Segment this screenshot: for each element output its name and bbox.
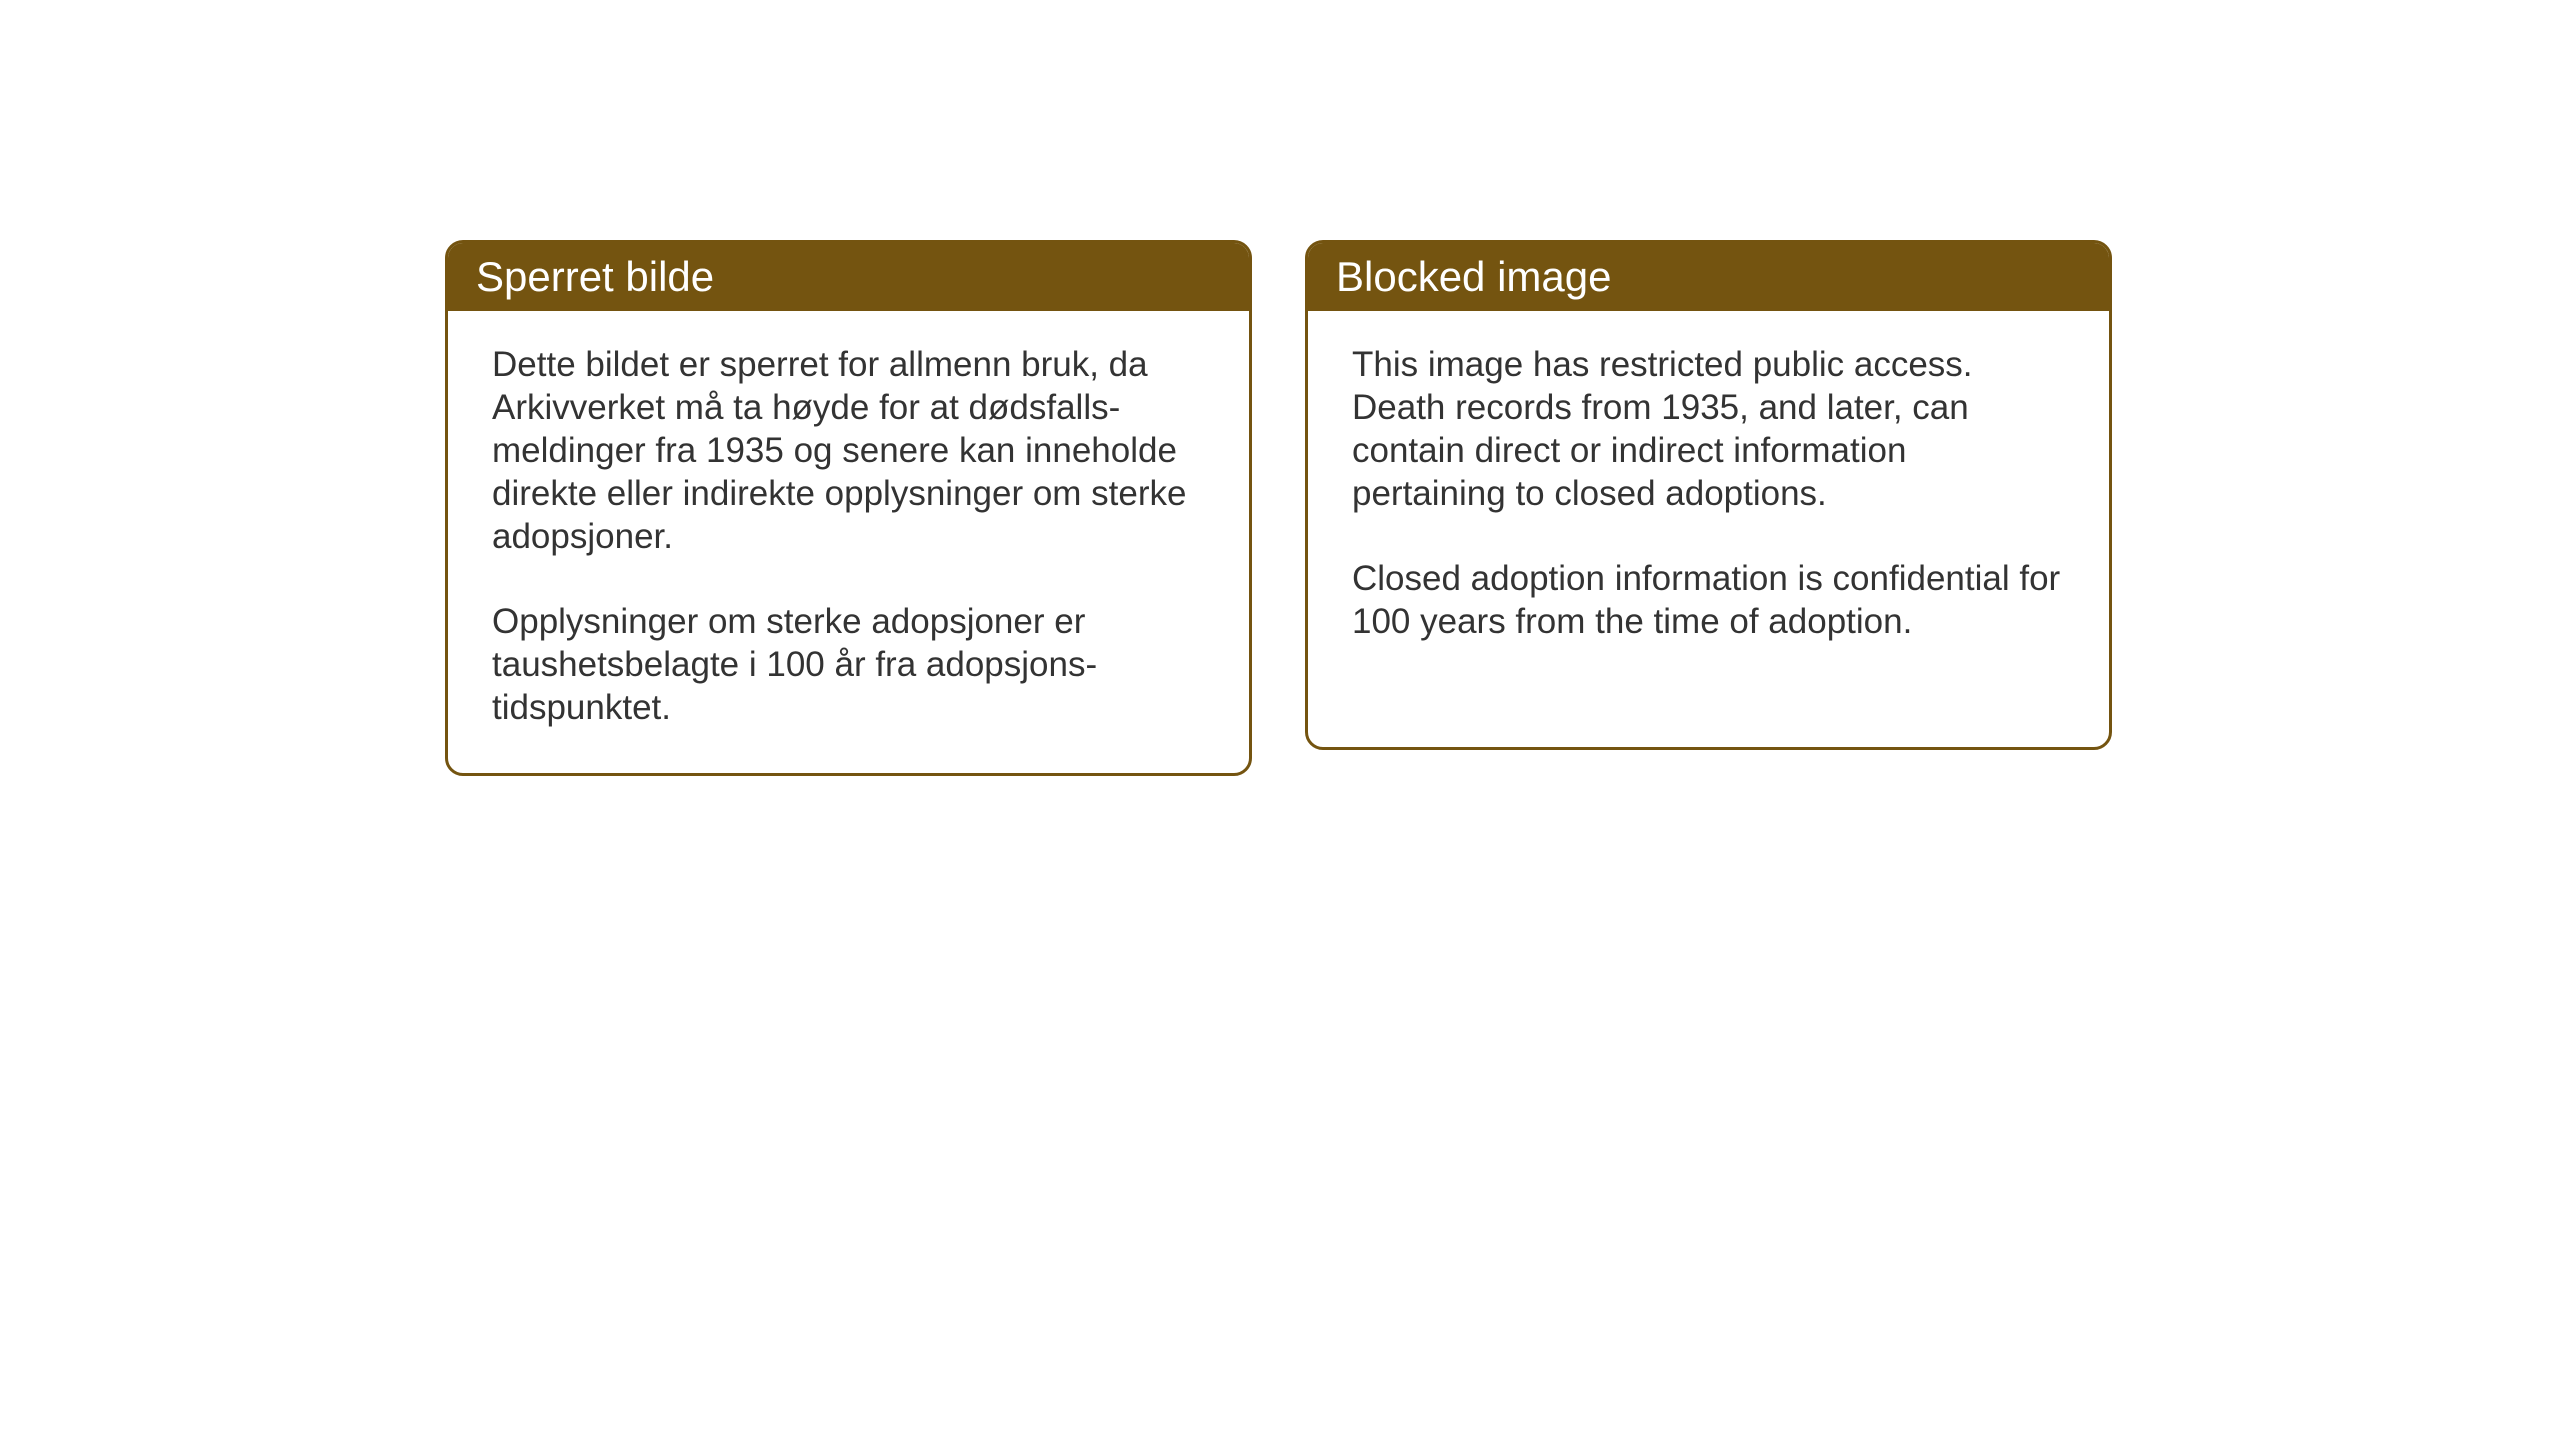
- notice-card-header: Blocked image: [1308, 243, 2109, 311]
- notice-title: Blocked image: [1336, 253, 1611, 300]
- notice-paragraph: Dette bildet er sperret for allmenn bruk…: [492, 343, 1205, 558]
- notice-paragraph: This image has restricted public access.…: [1352, 343, 2065, 515]
- notice-paragraph: Closed adoption information is confident…: [1352, 557, 2065, 643]
- notice-cards-container: Sperret bilde Dette bildet er sperret fo…: [445, 240, 2112, 776]
- notice-card-header: Sperret bilde: [448, 243, 1249, 311]
- notice-paragraph: Opplysninger om sterke adopsjoner er tau…: [492, 600, 1205, 729]
- notice-card-norwegian: Sperret bilde Dette bildet er sperret fo…: [445, 240, 1252, 776]
- notice-card-body: This image has restricted public access.…: [1308, 311, 2109, 687]
- notice-title: Sperret bilde: [476, 253, 714, 300]
- notice-card-body: Dette bildet er sperret for allmenn bruk…: [448, 311, 1249, 773]
- notice-card-english: Blocked image This image has restricted …: [1305, 240, 2112, 750]
